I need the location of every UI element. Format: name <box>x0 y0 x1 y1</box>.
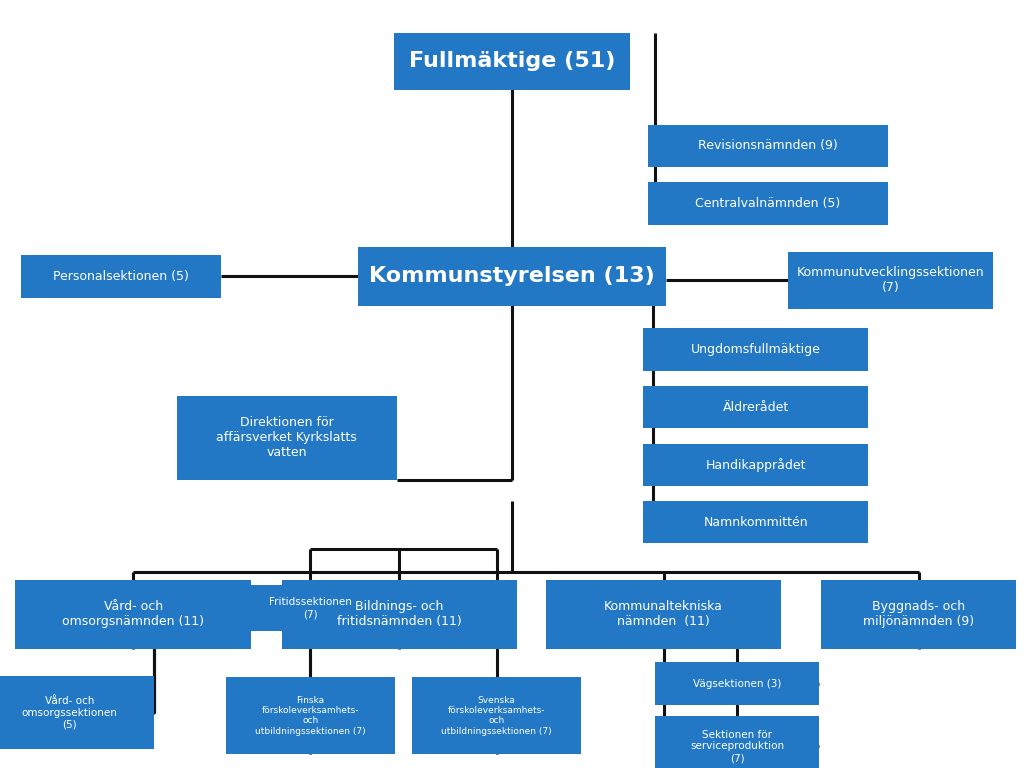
FancyBboxPatch shape <box>643 502 868 544</box>
Text: Bildnings- och
fritidsnämnden (11): Bildnings- och fritidsnämnden (11) <box>337 601 462 628</box>
Text: Kommunstyrelsen (13): Kommunstyrelsen (13) <box>369 266 655 286</box>
Text: Handikapprådet: Handikapprådet <box>706 458 806 472</box>
FancyBboxPatch shape <box>20 255 221 297</box>
FancyBboxPatch shape <box>648 183 889 224</box>
Text: Personalsektionen (5): Personalsektionen (5) <box>53 270 188 283</box>
FancyBboxPatch shape <box>15 580 251 649</box>
Text: Fullmäktige (51): Fullmäktige (51) <box>409 51 615 71</box>
Text: Kommunutvecklingssektionen
(7): Kommunutvecklingssektionen (7) <box>797 266 985 294</box>
Text: Revisionsnämnden (9): Revisionsnämnden (9) <box>698 140 838 152</box>
FancyBboxPatch shape <box>655 662 819 705</box>
Text: Sektionen för
serviceproduktion
(7): Sektionen för serviceproduktion (7) <box>690 730 784 763</box>
FancyBboxPatch shape <box>412 677 582 754</box>
FancyBboxPatch shape <box>177 396 397 480</box>
FancyBboxPatch shape <box>225 677 394 754</box>
Text: Vård- och
omsorgssektionen
(5): Vård- och omsorgssektionen (5) <box>22 696 118 730</box>
FancyBboxPatch shape <box>282 580 517 649</box>
Text: Centralvalnämnden (5): Centralvalnämnden (5) <box>695 197 841 210</box>
Text: Äldrerådet: Äldrerådet <box>723 401 788 413</box>
Text: Vägsektionen (3): Vägsektionen (3) <box>693 678 781 689</box>
FancyBboxPatch shape <box>394 32 630 91</box>
Text: Fritidssektionen
(7): Fritidssektionen (7) <box>269 598 351 619</box>
Text: Byggnads- och
miljönämnden (9): Byggnads- och miljönämnden (9) <box>863 601 974 628</box>
FancyBboxPatch shape <box>0 677 155 750</box>
Text: Direktionen för
affärsverket Kyrkslatts
vatten: Direktionen för affärsverket Kyrkslatts … <box>216 416 357 459</box>
FancyBboxPatch shape <box>358 247 666 306</box>
FancyBboxPatch shape <box>655 716 819 768</box>
FancyBboxPatch shape <box>648 124 889 167</box>
Text: Namnkommittén: Namnkommittén <box>703 516 808 528</box>
Text: Svenska
förskoleverksamhets-
och
utbildningssektionen (7): Svenska förskoleverksamhets- och utbildn… <box>441 696 552 736</box>
FancyBboxPatch shape <box>643 444 868 486</box>
FancyBboxPatch shape <box>788 252 993 310</box>
FancyBboxPatch shape <box>821 580 1016 649</box>
FancyBboxPatch shape <box>643 386 868 429</box>
Text: Ungdomsfullmäktige: Ungdomsfullmäktige <box>691 343 820 356</box>
Text: Vård- och
omsorgsnämnden (11): Vård- och omsorgsnämnden (11) <box>62 601 204 628</box>
FancyBboxPatch shape <box>225 585 394 631</box>
FancyBboxPatch shape <box>546 580 781 649</box>
Text: Kommunaltekniska
nämnden  (11): Kommunaltekniska nämnden (11) <box>604 601 723 628</box>
FancyBboxPatch shape <box>643 329 868 370</box>
Text: Finska
förskoleverksamhets-
och
utbildningssektionen (7): Finska förskoleverksamhets- och utbildni… <box>255 696 366 736</box>
